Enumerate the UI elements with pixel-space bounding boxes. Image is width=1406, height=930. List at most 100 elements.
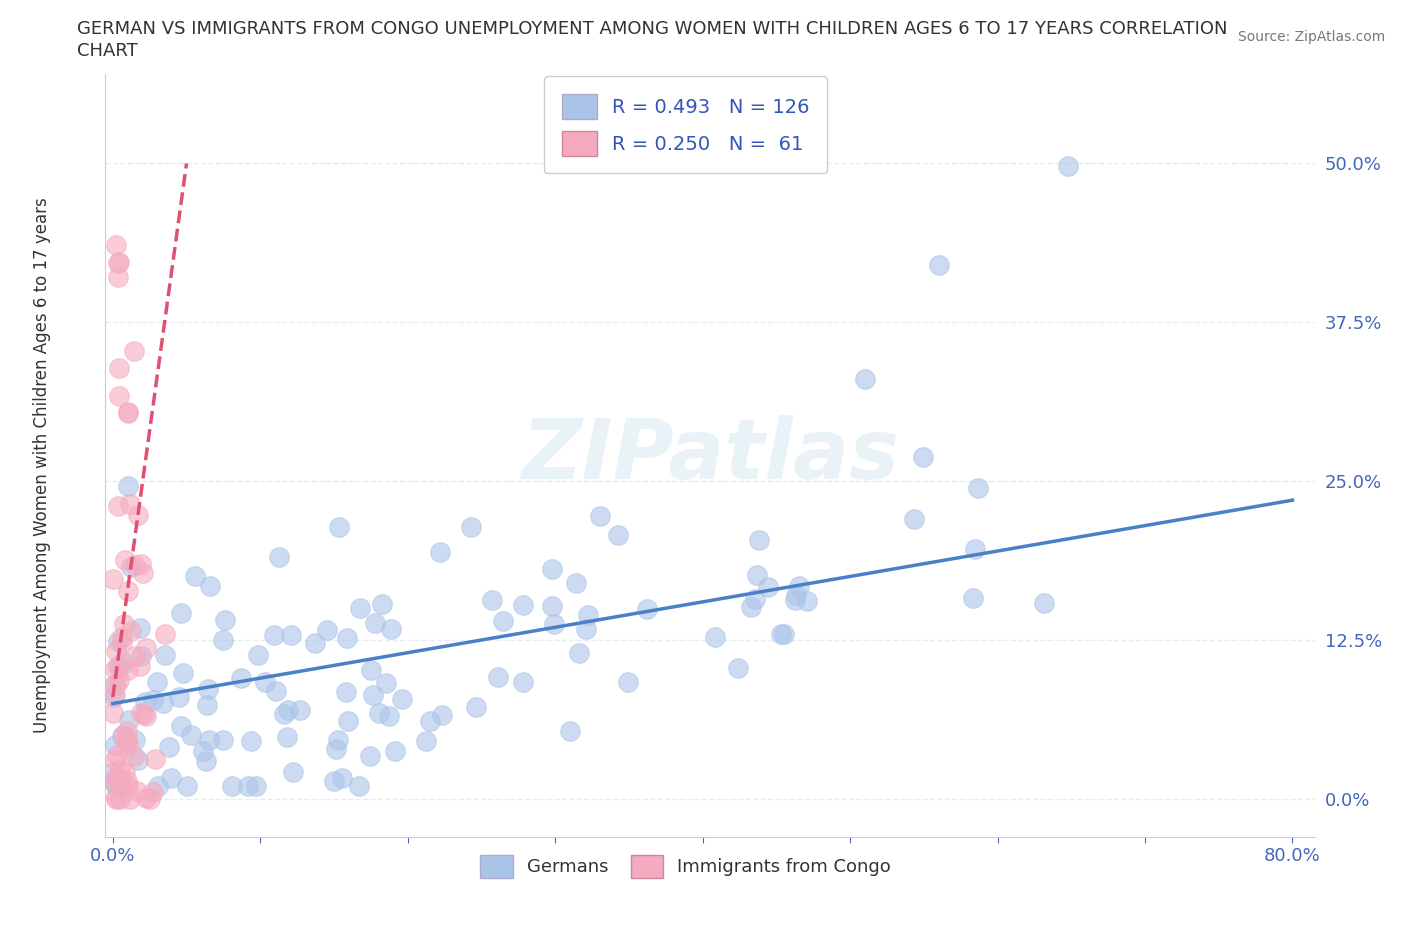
Point xyxy=(105,791,128,806)
Point xyxy=(245,778,267,793)
Point xyxy=(328,733,350,748)
Point xyxy=(129,621,152,636)
Legend: Germans, Immigrants from Congo: Germans, Immigrants from Congo xyxy=(474,847,898,885)
Point xyxy=(197,682,219,697)
Point xyxy=(565,576,588,591)
Point xyxy=(127,508,149,523)
Point xyxy=(304,635,326,650)
Point xyxy=(336,631,359,645)
Point xyxy=(492,614,515,629)
Point xyxy=(928,258,950,272)
Point xyxy=(704,630,727,644)
Point xyxy=(124,749,146,764)
Point xyxy=(212,632,235,647)
Point xyxy=(170,718,193,733)
Point xyxy=(785,588,807,603)
Point xyxy=(325,741,347,756)
Point xyxy=(1057,158,1080,173)
Point xyxy=(167,689,190,704)
Point xyxy=(229,671,252,685)
Point xyxy=(104,770,127,785)
Point xyxy=(101,765,124,780)
Point xyxy=(117,405,139,419)
Point xyxy=(853,372,876,387)
Point xyxy=(124,733,146,748)
Point xyxy=(787,578,810,593)
Point xyxy=(180,728,202,743)
Point xyxy=(111,630,134,644)
Point xyxy=(132,565,155,580)
Point xyxy=(110,791,132,806)
Point xyxy=(198,578,221,593)
Point xyxy=(384,744,406,759)
Point xyxy=(481,592,503,607)
Point xyxy=(117,584,139,599)
Point xyxy=(415,734,437,749)
Point xyxy=(103,572,125,587)
Point xyxy=(157,739,180,754)
Point xyxy=(142,693,165,708)
Point xyxy=(117,478,139,493)
Point xyxy=(359,749,381,764)
Text: Source: ZipAtlas.com: Source: ZipAtlas.com xyxy=(1237,30,1385,44)
Point xyxy=(143,751,166,766)
Point xyxy=(112,617,135,631)
Point xyxy=(108,659,131,674)
Point xyxy=(912,450,935,465)
Point xyxy=(277,703,299,718)
Point xyxy=(170,606,193,621)
Point xyxy=(191,744,214,759)
Point xyxy=(360,662,382,677)
Point xyxy=(744,591,766,606)
Point xyxy=(266,684,288,698)
Point xyxy=(486,670,509,684)
Point xyxy=(198,733,221,748)
Point xyxy=(115,740,138,755)
Point xyxy=(419,714,441,729)
Point xyxy=(783,592,806,607)
Point xyxy=(153,647,176,662)
Point xyxy=(122,343,145,358)
Point xyxy=(115,773,138,788)
Point xyxy=(756,579,779,594)
Point xyxy=(114,553,136,568)
Point xyxy=(966,480,988,495)
Point xyxy=(211,733,233,748)
Point xyxy=(253,674,276,689)
Point xyxy=(903,512,925,526)
Point xyxy=(111,728,134,743)
Point xyxy=(108,672,131,687)
Point xyxy=(104,687,127,702)
Point xyxy=(120,623,142,638)
Point xyxy=(273,707,295,722)
Point xyxy=(117,724,139,738)
Point xyxy=(568,646,591,661)
Point xyxy=(146,674,169,689)
Point xyxy=(104,753,127,768)
Point xyxy=(110,762,132,777)
Point xyxy=(129,556,152,571)
Point xyxy=(101,705,124,720)
Point xyxy=(337,713,360,728)
Point xyxy=(335,684,357,699)
Point xyxy=(247,647,270,662)
Point xyxy=(103,773,125,788)
Point xyxy=(134,707,156,722)
Point xyxy=(139,791,162,806)
Point xyxy=(371,597,394,612)
Point xyxy=(103,678,125,693)
Point xyxy=(148,778,170,793)
Point xyxy=(135,709,157,724)
Point xyxy=(160,771,183,786)
Point xyxy=(512,598,534,613)
Point xyxy=(111,655,134,670)
Point xyxy=(796,593,818,608)
Point xyxy=(118,791,141,806)
Point xyxy=(118,497,141,512)
Point xyxy=(315,622,337,637)
Point xyxy=(267,550,290,565)
Point xyxy=(363,687,385,702)
Point xyxy=(152,696,174,711)
Point xyxy=(135,640,157,655)
Point xyxy=(104,737,127,752)
